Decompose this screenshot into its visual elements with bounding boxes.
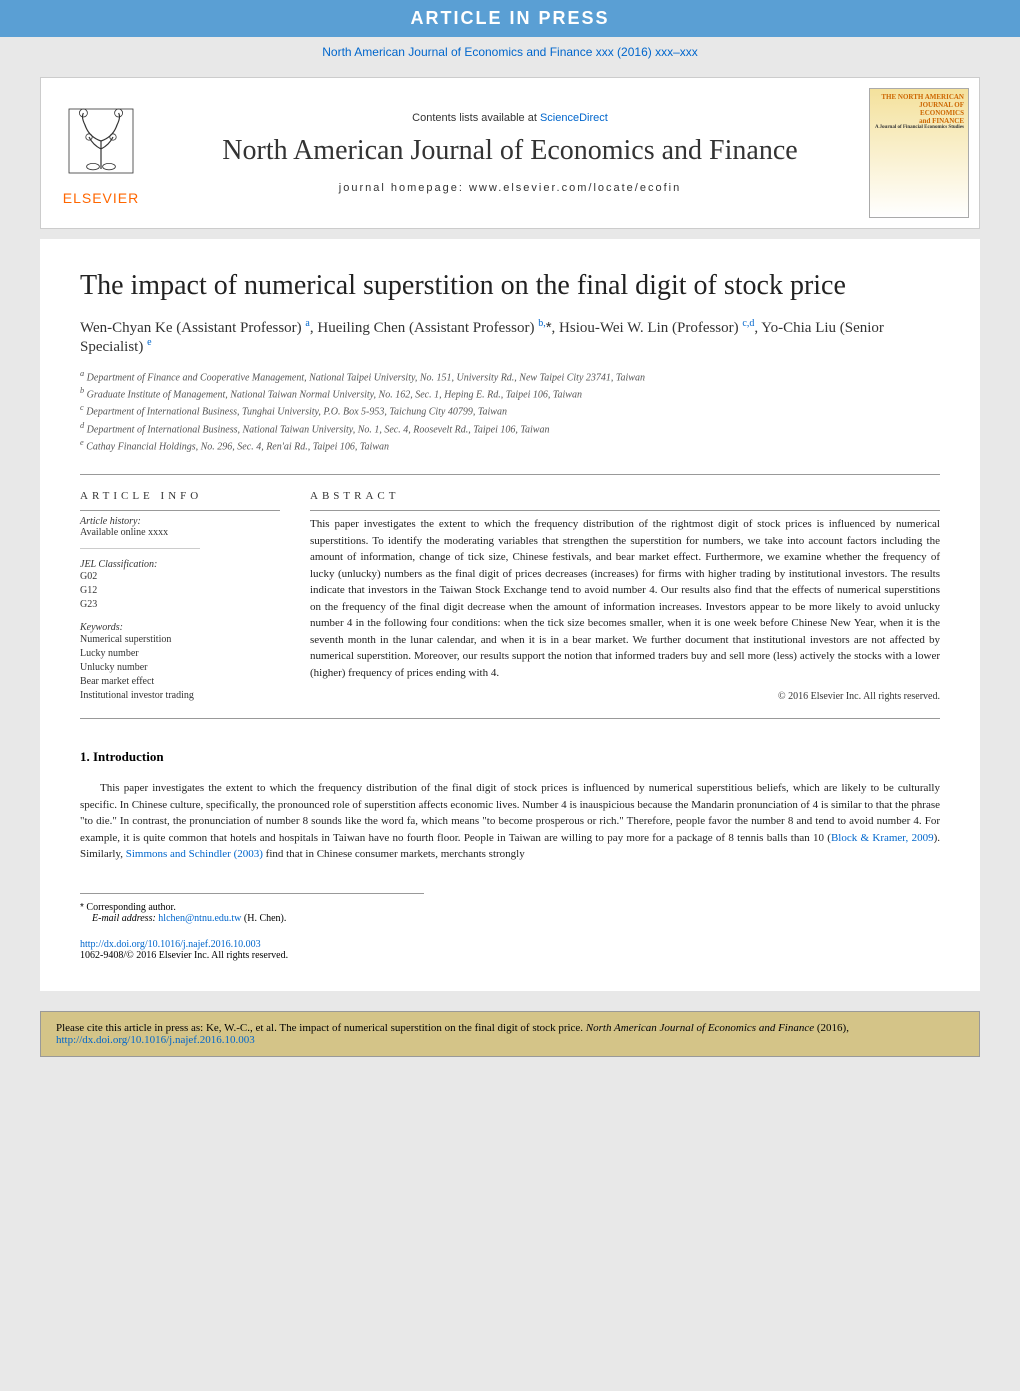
sciencedirect-link[interactable]: ScienceDirect xyxy=(540,112,608,124)
jel-codes: G02G12G23 xyxy=(80,570,280,612)
affiliation-b: b Graduate Institute of Management, Nati… xyxy=(80,385,940,402)
issn-copyright: 1062-9408/© 2016 Elsevier Inc. All right… xyxy=(80,950,940,961)
citation-box: Please cite this article in press as: Ke… xyxy=(40,1011,980,1057)
author-list: Wen-Chyan Ke (Assistant Professor) a, Hu… xyxy=(80,318,940,356)
divider xyxy=(80,718,940,719)
contents-text: Contents lists available at xyxy=(412,112,540,124)
affiliation-d: d Department of International Business, … xyxy=(80,420,940,437)
elsevier-tree-icon xyxy=(61,101,141,181)
homepage-label: journal homepage: xyxy=(339,182,469,194)
introduction-header: 1. Introduction xyxy=(80,749,940,765)
elsevier-logo[interactable]: ELSEVIER xyxy=(41,91,161,216)
cite-prefix: Please cite this article in press as: Ke… xyxy=(56,1022,586,1034)
journal-title: North American Journal of Economics and … xyxy=(171,134,849,168)
cite-journal: North American Journal of Economics and … xyxy=(586,1022,814,1034)
introduction-paragraph: This paper investigates the extent to wh… xyxy=(80,780,940,863)
abstract-header: ABSTRACT xyxy=(310,490,940,502)
contents-available-line: Contents lists available at ScienceDirec… xyxy=(171,112,849,124)
article-title: The impact of numerical superstition on … xyxy=(80,269,940,303)
elsevier-label: ELSEVIER xyxy=(51,190,151,206)
abstract-copyright: © 2016 Elsevier Inc. All rights reserved… xyxy=(310,691,940,702)
keywords-label: Keywords: xyxy=(80,622,280,633)
abstract-column: ABSTRACT This paper investigates the ext… xyxy=(310,490,940,703)
corresponding-label: Corresponding author. xyxy=(86,902,175,913)
affiliations: a Department of Finance and Cooperative … xyxy=(80,368,940,455)
affiliation-e: e Cathay Financial Holdings, No. 296, Se… xyxy=(80,437,940,454)
cite-doi-link[interactable]: http://dx.doi.org/10.1016/j.najef.2016.1… xyxy=(56,1034,255,1046)
journal-header: ELSEVIER Contents lists available at Sci… xyxy=(40,77,980,229)
journal-cover-thumbnail: THE NORTH AMERICAN JOURNAL OF ECONOMICS … xyxy=(869,88,969,218)
homepage-url[interactable]: www.elsevier.com/locate/ecofin xyxy=(469,182,681,194)
abstract-text: This paper investigates the extent to wh… xyxy=(310,516,940,681)
email-label: E-mail address: xyxy=(92,913,158,924)
email-link[interactable]: hlchen@ntnu.edu.tw xyxy=(158,913,241,924)
journal-homepage: journal homepage: www.elsevier.com/locat… xyxy=(171,182,849,194)
article-in-press-banner: ARTICLE IN PRESS xyxy=(0,0,1020,37)
journal-title-block: Contents lists available at ScienceDirec… xyxy=(161,102,859,205)
keywords-list: Numerical superstitionLucky numberUnluck… xyxy=(80,633,280,703)
cite-year: (2016), xyxy=(814,1022,849,1034)
jel-label: JEL Classification: xyxy=(80,559,280,570)
journal-reference-link[interactable]: North American Journal of Economics and … xyxy=(0,37,1020,67)
corresponding-author-footnote: * Corresponding author. E-mail address: … xyxy=(80,893,424,924)
affiliation-c: c Department of International Business, … xyxy=(80,402,940,419)
affiliation-a: a Department of Finance and Cooperative … xyxy=(80,368,940,385)
article-info-header: ARTICLE INFO xyxy=(80,490,280,502)
email-suffix: (H. Chen). xyxy=(241,913,286,924)
reference-link[interactable]: Block & Kramer, 2009 xyxy=(831,832,934,844)
article-info-column: ARTICLE INFO Article history: Available … xyxy=(80,490,280,703)
cover-title: THE NORTH AMERICAN JOURNAL OF ECONOMICS … xyxy=(874,93,964,130)
article-history-value: Available online xxxx xyxy=(80,527,280,538)
reference-link[interactable]: Simmons and Schindler (2003) xyxy=(126,848,263,860)
divider xyxy=(80,474,940,475)
main-content: The impact of numerical superstition on … xyxy=(40,239,980,991)
article-history-label: Article history: xyxy=(80,516,280,527)
info-abstract-row: ARTICLE INFO Article history: Available … xyxy=(80,490,940,703)
doi-link[interactable]: http://dx.doi.org/10.1016/j.najef.2016.1… xyxy=(80,939,261,950)
doi-section: http://dx.doi.org/10.1016/j.najef.2016.1… xyxy=(80,939,940,961)
